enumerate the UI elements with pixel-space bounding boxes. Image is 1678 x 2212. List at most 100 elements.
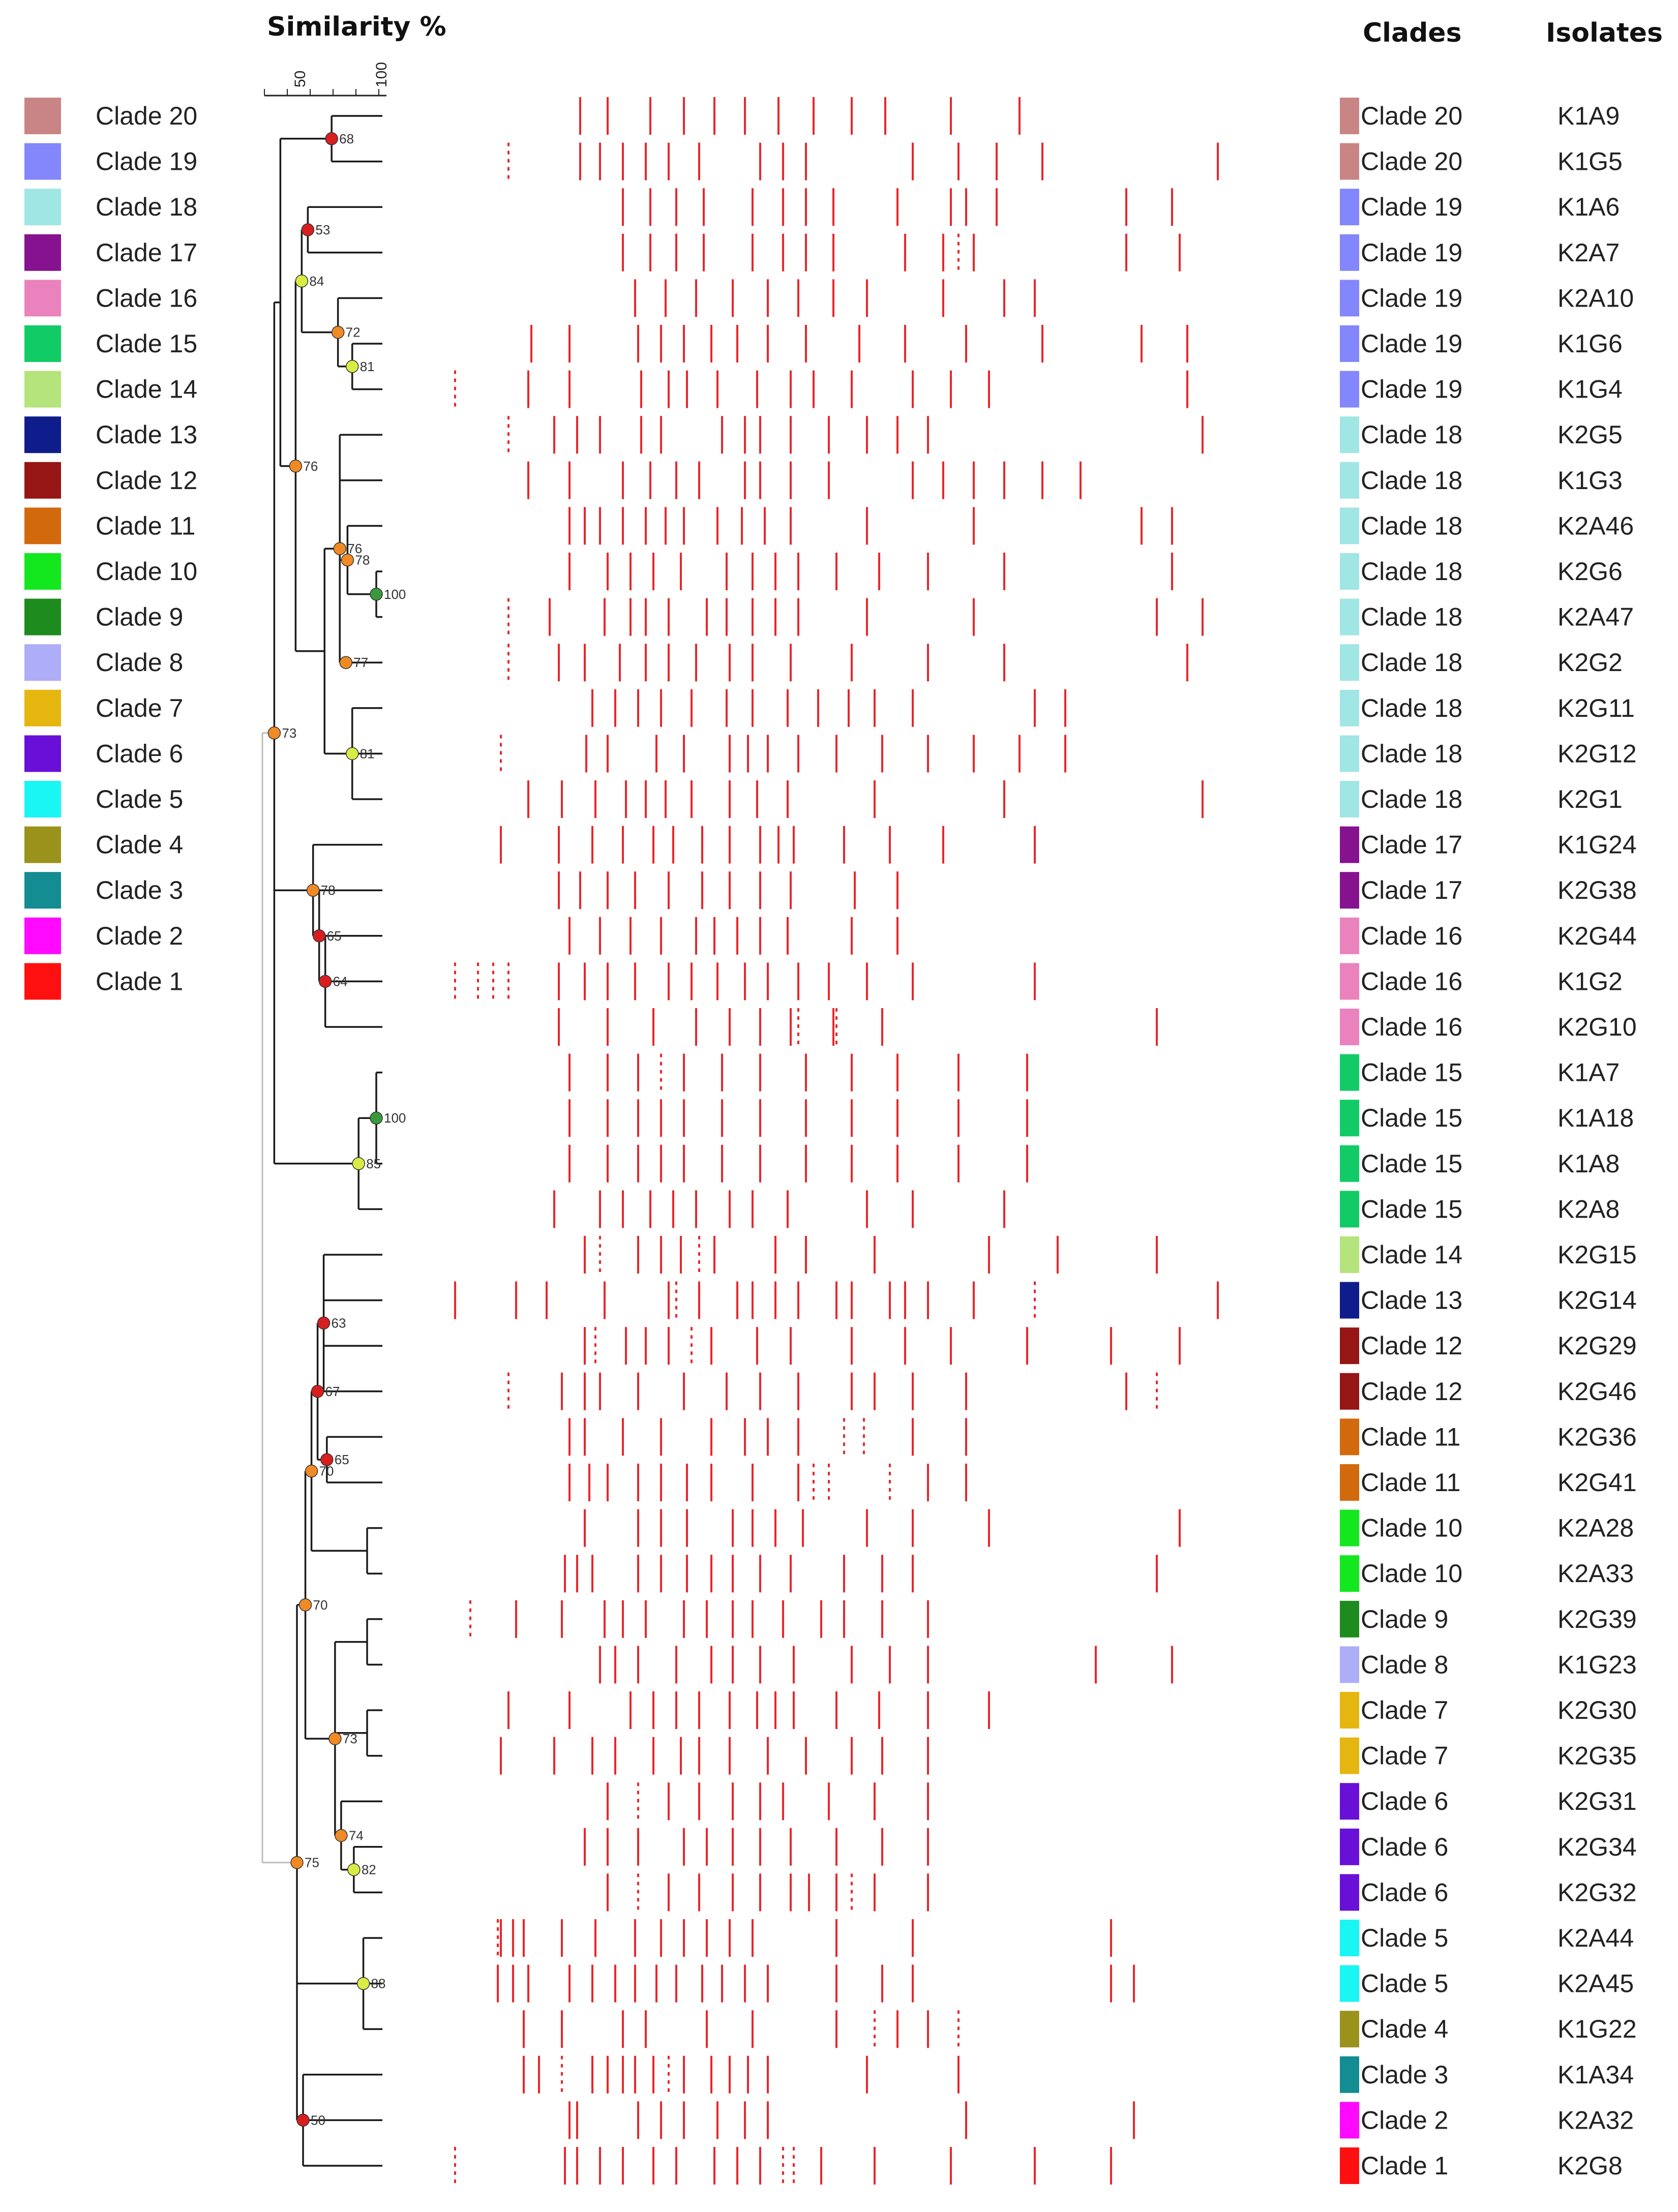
row-isolate-label: K1G2 xyxy=(1557,967,1623,995)
legend-swatch xyxy=(24,553,61,590)
row-isolate-label: K2G36 xyxy=(1557,1422,1637,1451)
node-marker xyxy=(347,1863,361,1876)
node-marker xyxy=(325,132,338,145)
dendrogram-tree: 68 53 81 72 84 100 78 77 76 81 76 64 65 78 100 85 73 63 65… xyxy=(261,115,406,2167)
row-clade-label: Clade 15 xyxy=(1361,1058,1462,1087)
legend-swatch xyxy=(24,689,61,726)
row-isolate-label: K2A10 xyxy=(1557,284,1634,312)
node-similarity-label: 74 xyxy=(349,1828,364,1843)
row-isolate-label: K1A9 xyxy=(1557,102,1620,130)
row-isolate-label: K1G24 xyxy=(1557,831,1637,859)
row-isolate-label: K2G6 xyxy=(1557,557,1623,586)
node-marker xyxy=(296,2113,310,2127)
row-isolate-label: K2G38 xyxy=(1557,876,1637,904)
node-marker xyxy=(295,275,309,288)
row-clade-label: Clade 8 xyxy=(1361,1650,1448,1679)
row-clade-label: Clade 6 xyxy=(1361,1878,1448,1906)
legend-label: Clade 9 xyxy=(96,603,183,631)
node-marker xyxy=(311,1385,324,1398)
row-isolate-label: K2A32 xyxy=(1557,2106,1634,2134)
node-similarity-label: 77 xyxy=(353,655,368,670)
clade-swatch xyxy=(1340,189,1359,226)
row-clade-label: Clade 15 xyxy=(1361,1195,1462,1223)
row-isolate-label: K2G39 xyxy=(1557,1605,1637,1633)
row-isolate-label: K2G29 xyxy=(1557,1331,1637,1360)
row-clade-label: Clade 19 xyxy=(1361,329,1462,358)
clade-swatch xyxy=(1340,963,1359,1000)
legend-swatch xyxy=(24,280,61,317)
legend-label: Clade 7 xyxy=(96,694,183,722)
node-similarity-label: 68 xyxy=(339,131,354,146)
row-clade-label: Clade 16 xyxy=(1361,922,1462,950)
clade-swatch xyxy=(1340,826,1359,863)
node-similarity-label: 81 xyxy=(360,359,375,374)
row-clade-label: Clade 18 xyxy=(1361,557,1462,586)
clade-swatch xyxy=(1340,1600,1359,1638)
clade-swatch xyxy=(1340,1418,1359,1456)
node-similarity-label: 85 xyxy=(366,1156,381,1171)
row-clade-label: Clade 3 xyxy=(1361,2061,1448,2089)
row-isolate-label: K2G44 xyxy=(1557,922,1637,950)
row-clade-label: Clade 20 xyxy=(1361,147,1462,176)
node-similarity-label: 73 xyxy=(282,725,296,741)
node-similarity-label: 82 xyxy=(362,1862,376,1877)
legend-label: Clade 6 xyxy=(96,739,183,768)
legend-swatch xyxy=(24,872,61,909)
clade-swatch xyxy=(1340,1737,1359,1774)
legend-swatch xyxy=(24,507,61,544)
row-isolate-label: K2A47 xyxy=(1557,603,1634,631)
row-clade-label: Clade 19 xyxy=(1361,193,1462,221)
legend-swatch xyxy=(24,735,61,772)
clade-swatch xyxy=(1340,507,1359,544)
legend-swatch xyxy=(24,963,61,1000)
row-clade-label: Clade 18 xyxy=(1361,511,1462,540)
node-similarity-label: 50 xyxy=(311,2112,325,2128)
clade-swatch xyxy=(1340,2056,1359,2093)
row-clade-label: Clade 18 xyxy=(1361,739,1462,768)
clade-swatch xyxy=(1340,1920,1359,1956)
node-marker xyxy=(339,656,352,669)
clades-title: Clades xyxy=(1363,18,1462,48)
clade-swatch xyxy=(1340,143,1359,180)
node-similarity-label: 65 xyxy=(335,1452,349,1467)
node-marker xyxy=(328,1732,342,1745)
clade-swatch xyxy=(1340,1282,1359,1319)
scale-tick-50: 50 xyxy=(292,71,309,87)
row-isolate-label: K2G8 xyxy=(1557,2152,1623,2180)
node-similarity-label: 100 xyxy=(384,1110,406,1126)
node-similarity-label: 64 xyxy=(333,974,348,989)
row-clade-label: Clade 17 xyxy=(1361,831,1462,859)
row-isolate-label: K2G46 xyxy=(1557,1377,1637,1406)
row-clade-label: Clade 18 xyxy=(1361,648,1462,677)
clade-swatch xyxy=(1340,1646,1359,1683)
row-isolate-label: K2A33 xyxy=(1557,1559,1634,1588)
row-isolate-label: K2G12 xyxy=(1557,739,1637,768)
node-similarity-label: 75 xyxy=(305,1855,319,1870)
clade-swatch xyxy=(1340,234,1359,271)
clade-swatch xyxy=(1340,1145,1359,1182)
legend-swatch xyxy=(24,917,61,954)
node-marker xyxy=(312,929,326,943)
row-clade-label: Clade 6 xyxy=(1361,1833,1448,1861)
row-isolate-label: K2G41 xyxy=(1557,1468,1637,1497)
clade-swatch xyxy=(1340,781,1359,817)
row-clade-label: Clade 1 xyxy=(1361,2152,1448,2180)
clade-swatch xyxy=(1340,1009,1359,1045)
row-clade-label: Clade 16 xyxy=(1361,967,1462,995)
legend-label: Clade 14 xyxy=(96,375,197,404)
similarity-title: Similarity % xyxy=(267,12,446,42)
row-isolate-label: K2A7 xyxy=(1557,238,1620,267)
legend-swatch xyxy=(24,98,61,134)
row-clade-label: Clade 19 xyxy=(1361,284,1462,312)
row-isolate-label: K1A6 xyxy=(1557,193,1620,221)
node-similarity-label: 78 xyxy=(321,883,336,898)
legend-label: Clade 5 xyxy=(96,785,183,813)
row-clade-label: Clade 7 xyxy=(1361,1696,1448,1724)
row-clade-label: Clade 6 xyxy=(1361,1787,1448,1815)
legend-label: Clade 13 xyxy=(96,420,197,449)
clade-swatch xyxy=(1340,735,1359,772)
row-clade-label: Clade 14 xyxy=(1361,1240,1462,1269)
node-marker xyxy=(320,1453,334,1466)
node-similarity-label: 70 xyxy=(313,1597,328,1613)
